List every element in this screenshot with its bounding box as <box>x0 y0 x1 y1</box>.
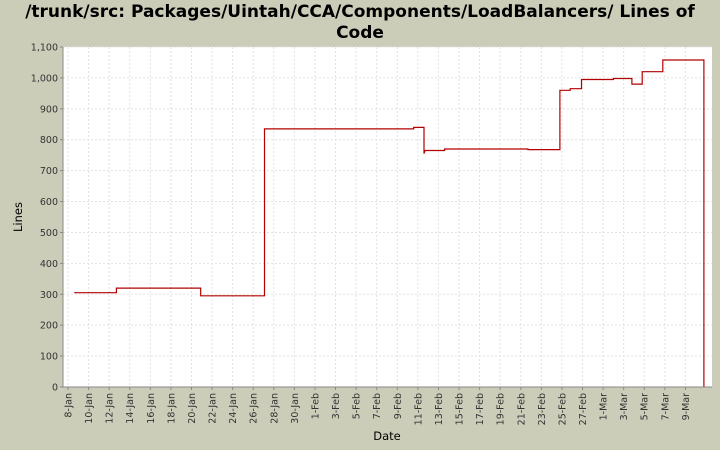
x-tick-label: 1-Feb <box>310 393 321 419</box>
y-tick-label: 0 <box>52 383 58 394</box>
y-tick-label: 100 <box>40 352 58 363</box>
x-tick-label: 16-Jan <box>146 393 157 424</box>
x-tick-label: 21-Feb <box>516 393 527 425</box>
y-tick-label: 800 <box>40 135 58 146</box>
y-axis-ticks: 0 100 200 300 400 500 600 700 800 900 1,000 1,100 <box>31 43 63 394</box>
x-axis-ticks: 8-Jan 10-Jan 12-Jan 14-Jan 16-Jan 18-Jan 20-Ja… <box>64 387 692 425</box>
y-tick-label: 200 <box>40 321 58 332</box>
x-tick-label: 18-Jan <box>166 393 177 424</box>
x-tick-label: 20-Jan <box>187 393 198 424</box>
x-tick-label: 11-Feb <box>413 393 424 425</box>
x-tick-label: 9-Feb <box>393 393 404 419</box>
x-tick-label: 3-Mar <box>619 393 630 420</box>
y-tick-label: 600 <box>40 197 58 208</box>
x-axis-label: Date <box>373 429 401 443</box>
y-tick-label: 900 <box>40 104 58 115</box>
x-tick-label: 27-Feb <box>578 393 589 425</box>
x-tick-label: 24-Jan <box>228 393 239 424</box>
x-tick-label: 8-Jan <box>64 393 75 418</box>
y-axis-label: Lines <box>11 202 25 232</box>
x-tick-label: 7-Mar <box>660 393 671 420</box>
plot-area <box>63 47 712 387</box>
x-tick-label: 5-Feb <box>352 393 363 419</box>
y-tick-label: 1,100 <box>31 43 58 54</box>
grid-lines <box>63 46 712 387</box>
x-tick-label: 25-Feb <box>557 393 568 425</box>
x-tick-label: 19-Feb <box>496 393 507 425</box>
y-tick-label: 1,000 <box>31 73 58 84</box>
y-tick-label: 300 <box>40 290 58 301</box>
x-tick-label: 12-Jan <box>105 393 116 424</box>
x-tick-label: 9-Mar <box>681 393 692 420</box>
x-tick-label: 28-Jan <box>269 393 280 424</box>
chart-title: /trunk/src: Packages/Uintah/CCA/Componen… <box>25 2 695 43</box>
x-tick-label: 14-Jan <box>125 393 136 424</box>
x-tick-label: 10-Jan <box>84 393 95 424</box>
x-tick-label: 1-Mar <box>599 393 610 420</box>
x-tick-label: 22-Jan <box>208 393 219 424</box>
y-tick-label: 400 <box>40 259 58 270</box>
x-tick-label: 13-Feb <box>434 393 445 425</box>
x-tick-label: 23-Feb <box>537 393 548 425</box>
series-line-lines <box>74 59 705 387</box>
x-tick-label: 5-Mar <box>640 393 651 420</box>
x-tick-label: 7-Feb <box>372 393 383 419</box>
x-tick-label: 30-Jan <box>290 393 301 424</box>
x-tick-label: 3-Feb <box>331 393 342 419</box>
x-tick-label: 26-Jan <box>249 393 260 424</box>
y-tick-label: 700 <box>40 166 58 177</box>
y-tick-label: 500 <box>40 228 58 239</box>
x-tick-label: 17-Feb <box>475 393 486 425</box>
x-tick-label: 15-Feb <box>455 393 466 425</box>
